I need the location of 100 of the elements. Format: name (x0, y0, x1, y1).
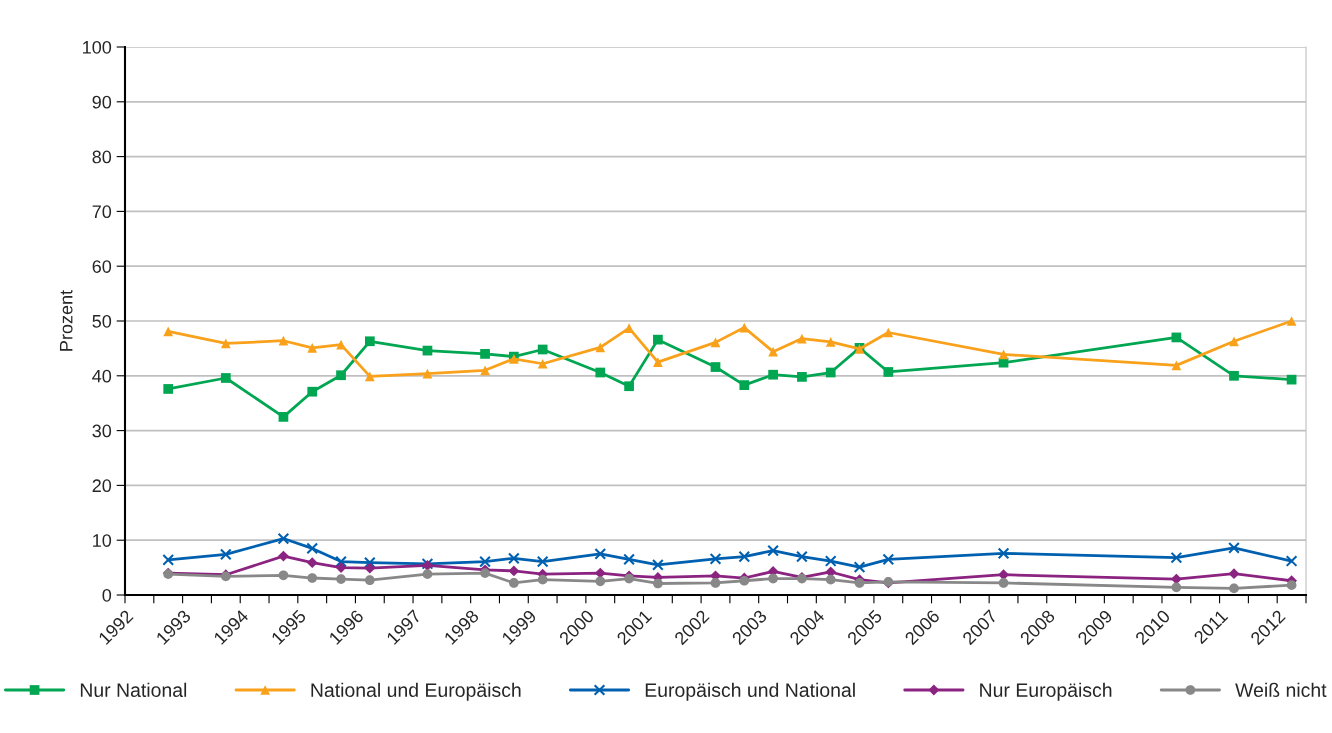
point (595, 342, 606, 353)
point (825, 574, 836, 585)
point (738, 550, 751, 563)
point (651, 558, 664, 571)
point (364, 575, 375, 586)
point (307, 573, 318, 583)
point (854, 578, 865, 588)
point (1229, 370, 1239, 381)
point (883, 367, 894, 377)
point (796, 550, 808, 563)
point (825, 336, 836, 347)
point (883, 327, 894, 338)
point (220, 373, 231, 383)
point (1228, 541, 1240, 554)
y-tick-label: 10 (93, 534, 112, 547)
point (508, 565, 520, 577)
point (767, 544, 780, 557)
point (364, 336, 375, 347)
point (594, 548, 607, 560)
point (710, 578, 721, 588)
point (797, 372, 807, 382)
point (364, 371, 375, 382)
y-tick-label: 40 (92, 369, 112, 383)
point (1229, 583, 1239, 594)
point (1285, 555, 1298, 567)
point (336, 574, 346, 584)
y-tick-label: 50 (92, 314, 112, 328)
point (653, 357, 663, 367)
point (824, 555, 837, 567)
point (768, 346, 778, 357)
point (624, 381, 634, 392)
point (1229, 336, 1239, 347)
point (1170, 551, 1183, 564)
y-axis-title: Prozent (59, 290, 73, 351)
point (653, 578, 663, 589)
point (364, 562, 376, 574)
y-tick-label: 90 (92, 95, 112, 109)
legend-label: Nur Europäisch (980, 682, 1112, 701)
point (480, 568, 490, 578)
point (709, 552, 722, 565)
point (509, 578, 519, 588)
point (162, 554, 175, 566)
point (853, 561, 866, 573)
point (480, 349, 490, 359)
point (797, 333, 807, 344)
point (537, 344, 548, 355)
y-tick-label: 60 (92, 260, 112, 273)
point (739, 380, 750, 390)
point (335, 562, 347, 573)
point (882, 553, 895, 566)
point (163, 326, 174, 337)
point (220, 338, 231, 349)
point (278, 550, 289, 562)
point (307, 386, 318, 397)
point (998, 349, 1009, 360)
point (219, 548, 232, 561)
y-tick-label: 80 (92, 150, 112, 164)
y-tick-label: 100 (83, 40, 112, 54)
point (1171, 360, 1182, 371)
point (624, 323, 634, 333)
y-tick-label: 20 (92, 479, 112, 493)
point (306, 557, 318, 569)
y-tick-label: 70 (92, 205, 112, 219)
point (768, 573, 778, 584)
point (480, 365, 490, 376)
legend-label: Weiß nicht (1235, 682, 1327, 697)
point (307, 342, 318, 353)
point (998, 578, 1009, 588)
point (1286, 316, 1297, 326)
point (653, 334, 663, 345)
legend-label: National und Europäisch (311, 682, 521, 701)
point (1286, 580, 1297, 590)
legend-label: Nur National (80, 682, 187, 697)
point (335, 555, 347, 568)
point (422, 569, 433, 580)
point (507, 552, 520, 565)
point (768, 369, 778, 380)
point (710, 362, 721, 372)
point (278, 335, 289, 346)
point (710, 337, 721, 348)
point (278, 570, 289, 581)
point (336, 370, 346, 381)
point (825, 367, 836, 378)
point (997, 547, 1010, 560)
point (537, 358, 548, 369)
point (163, 384, 174, 394)
point (595, 576, 606, 587)
legend-label: Europäisch und National (645, 682, 855, 701)
point (1228, 568, 1240, 580)
y-tick-label: 30 (92, 424, 112, 438)
y-tick-label: 0 (102, 588, 112, 602)
point (479, 555, 491, 568)
point (278, 412, 289, 422)
point (595, 367, 606, 378)
point (306, 542, 319, 555)
point (277, 532, 290, 545)
point (623, 553, 635, 566)
point (1171, 582, 1182, 593)
point (739, 322, 750, 333)
point (536, 555, 549, 568)
